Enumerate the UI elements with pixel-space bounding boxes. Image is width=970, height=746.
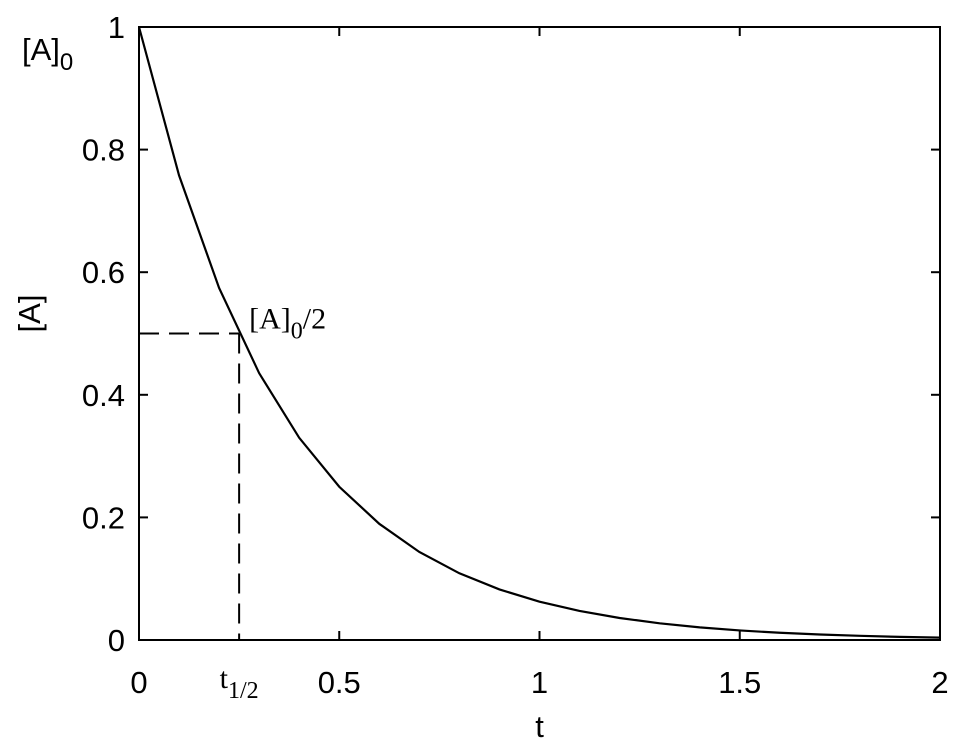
y-axis-label: [A] (12, 295, 47, 333)
x-tick-label: 0 (130, 665, 147, 700)
half-life-point-label-main: [A] (249, 303, 291, 336)
line-series (137, 26, 941, 639)
half-life-x-label-main: t (220, 662, 229, 695)
y-max-label-main: [A] (22, 32, 60, 67)
y-tick-label: 1 (108, 10, 125, 45)
y-max-label-sub: 0 (60, 49, 73, 76)
y-tick-label: 0.2 (82, 500, 125, 535)
half-life-x-label-sub: 1/2 (228, 678, 259, 704)
x-tick-label: 2 (931, 665, 948, 700)
y-tick-label: 0.4 (82, 378, 125, 413)
half-life-point-label-sub: 0 (291, 319, 303, 345)
x-axis-label: t (535, 709, 544, 744)
y-tick-label: 0.8 (82, 133, 125, 168)
y-tick-label: 0 (108, 623, 125, 658)
x-tick-label: 1 (531, 665, 548, 700)
half-life-point-label: [A]0/2 (249, 303, 326, 345)
half-life-point-label-suffix: /2 (303, 303, 326, 336)
half-life-x-label: t1/2 (220, 662, 259, 704)
y-max-label: [A]0 (22, 32, 73, 76)
y-tick-label: 0.6 (82, 255, 125, 290)
x-tick-label: 0.5 (318, 665, 361, 700)
x-tick-label: 1.5 (718, 665, 761, 700)
